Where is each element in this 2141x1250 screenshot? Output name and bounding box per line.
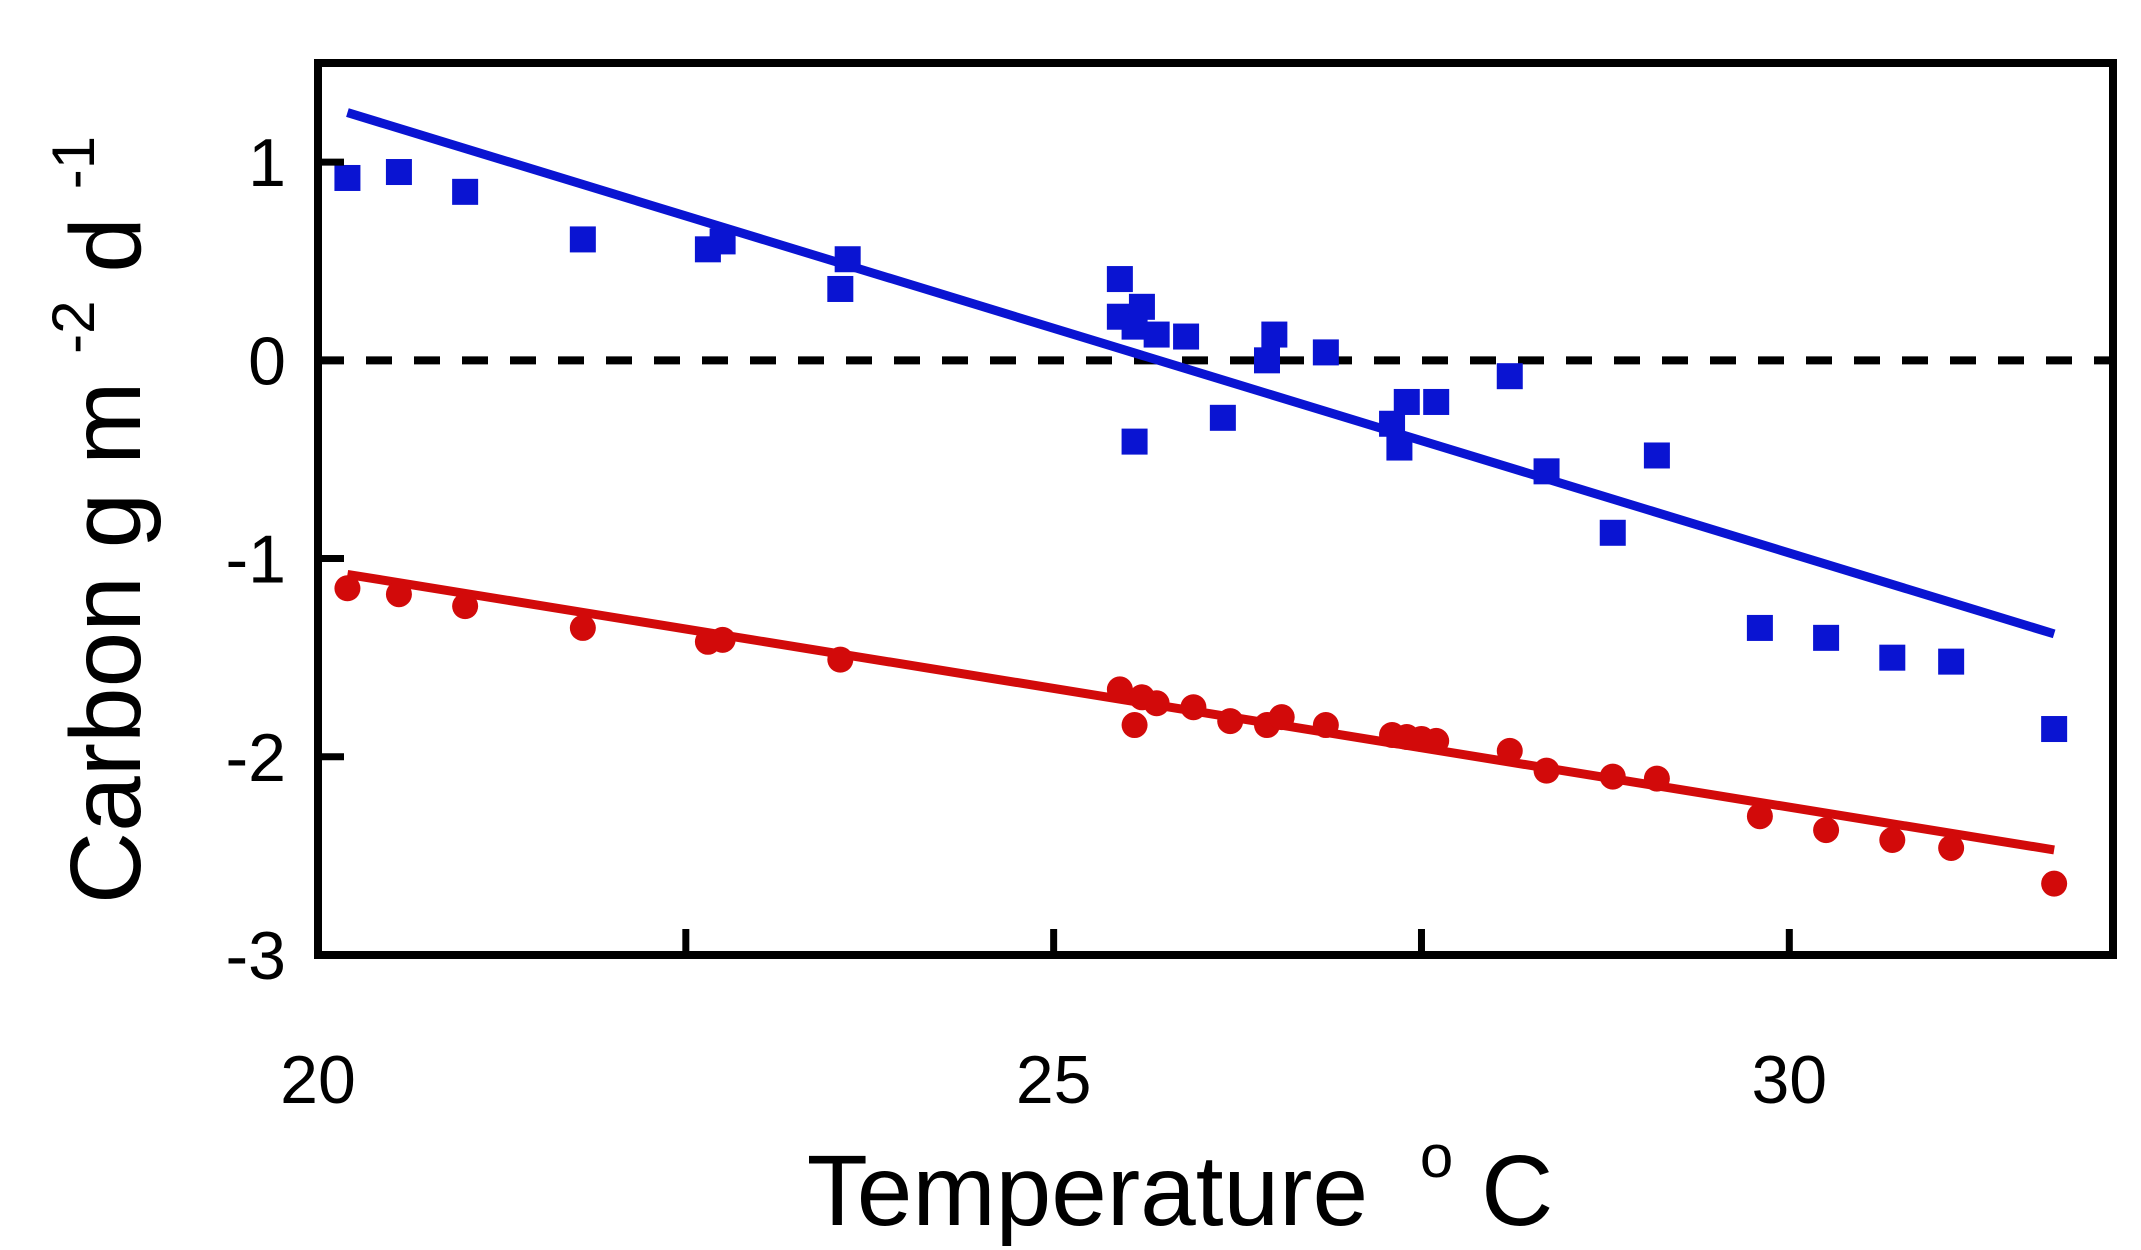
- blue-square-point: [1379, 410, 1406, 437]
- red-circle-point: [452, 593, 479, 620]
- x-tick-label: 20: [280, 1042, 356, 1118]
- blue-square-point: [452, 178, 479, 205]
- blue-square-point: [834, 246, 861, 273]
- y-tick-label: -3: [226, 918, 286, 994]
- y-axis-label: Carbon g m: [50, 382, 162, 904]
- x-axis-unit: C: [1481, 1135, 1553, 1247]
- y-tick-label: 1: [248, 125, 286, 201]
- blue-square-point: [1496, 363, 1523, 390]
- red-circle-point: [385, 581, 412, 608]
- red-circle-point: [569, 614, 596, 641]
- x-tick-label: 30: [1751, 1042, 1827, 1118]
- y-tick-label: -2: [226, 720, 286, 796]
- blue-square-point: [1312, 339, 1339, 366]
- blue-fit-line: [346, 108, 2056, 639]
- red-circle-point: [1599, 763, 1626, 790]
- red-circle-point: [2041, 870, 2068, 897]
- red-circle-point: [1938, 834, 1965, 861]
- red-circle-point: [1268, 704, 1295, 731]
- red-circle-point: [1106, 676, 1133, 703]
- red-circle-point: [1879, 827, 1906, 854]
- red-circle-point: [1312, 712, 1339, 739]
- blue-square-point: [1423, 388, 1450, 415]
- y-tick-labels: 1 0 -1 -2 -3: [226, 125, 286, 994]
- red-circle-point: [1121, 712, 1148, 739]
- red-circle-point: [1180, 694, 1207, 721]
- red-circle-point: [1496, 737, 1523, 764]
- red-circle-point: [1643, 765, 1670, 792]
- red-circle-point: [1813, 817, 1840, 844]
- red-circle-point: [709, 626, 736, 653]
- x-axis-label: Temperature: [807, 1135, 1368, 1247]
- blue-square-point: [1746, 614, 1773, 641]
- blue-square-point: [1106, 266, 1133, 293]
- blue-square-point: [709, 228, 736, 255]
- y-tick-label: -1: [226, 522, 286, 598]
- blue-square-point: [1813, 624, 1840, 651]
- plot-frame: [314, 59, 2117, 959]
- blue-square-point: [1393, 388, 1420, 415]
- red-circle-point: [827, 646, 854, 673]
- ticks-layer: [314, 158, 1793, 959]
- blue-square-point: [1938, 648, 1965, 675]
- red-circle-point: [1746, 803, 1773, 830]
- blue-square-point: [1143, 321, 1170, 348]
- red-circle-point: [1533, 757, 1560, 784]
- x-tick-labels: 20 25 30: [280, 1042, 1827, 1118]
- blue-square-point: [1128, 293, 1155, 320]
- blue-square-point: [827, 275, 854, 302]
- blue-square-point: [334, 164, 361, 191]
- x-axis-unit-superscript: o: [1420, 1123, 1453, 1190]
- red-circle-point: [1217, 708, 1244, 735]
- blue-square-point: [1173, 323, 1200, 350]
- x-tick-label: 25: [1016, 1042, 1092, 1118]
- y-tick-label: 0: [248, 323, 286, 399]
- y-axis-title: Carbon g m -2 d -1: [4, 136, 162, 904]
- blue-square-point: [1209, 404, 1236, 431]
- blue-square-point: [2041, 716, 2068, 743]
- blue-square-point: [1121, 428, 1148, 455]
- blue-square-point: [1643, 442, 1670, 469]
- y-axis-superscript-2: -1: [40, 136, 107, 189]
- blue-square-point: [1253, 347, 1280, 374]
- blue-square-point: [1879, 644, 1906, 671]
- data-points-layer: [334, 159, 2068, 897]
- blue-square-point: [569, 226, 596, 253]
- blue-square-point: [1599, 519, 1626, 546]
- blue-square-point: [1533, 458, 1560, 485]
- blue-square-point: [1386, 434, 1413, 461]
- y-axis-superscript-1: -2: [40, 300, 107, 353]
- blue-square-point: [385, 159, 412, 186]
- y-axis-label-mid: d: [50, 217, 162, 273]
- red-circle-point: [1423, 727, 1450, 754]
- red-circle-point: [334, 575, 361, 602]
- blue-square-point: [1261, 321, 1288, 348]
- x-axis-title: Temperature o C: [807, 1087, 1554, 1247]
- red-circle-point: [1143, 690, 1170, 717]
